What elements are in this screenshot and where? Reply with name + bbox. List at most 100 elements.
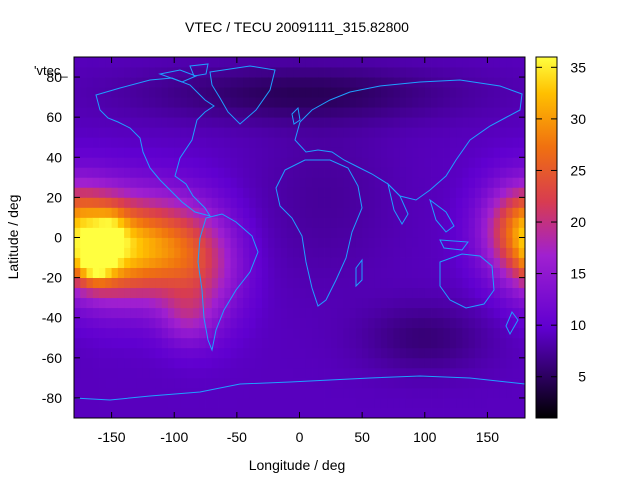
heatmap-cell [493,97,501,108]
heatmap-cell [218,377,225,389]
heatmap-cell [499,127,507,138]
heatmap-cell [280,257,288,268]
heatmap-cell [468,197,476,208]
heatmap-cell [456,287,463,299]
heatmap-cell [399,87,407,98]
heatmap-cell [499,77,507,88]
heatmap-cell [111,187,119,198]
heatmap-cell [374,97,382,108]
heatmap-cell [512,347,520,359]
heatmap-cell [499,287,507,299]
heatmap-cell [105,127,112,138]
heatmap-cell [299,287,307,299]
heatmap-cell [368,337,376,349]
heatmap-cell [449,307,457,319]
heatmap-cell [349,137,357,148]
heatmap-cell [161,397,169,409]
heatmap-cell [412,107,419,118]
heatmap-cell [124,377,131,389]
heatmap-cell [117,287,125,299]
heatmap-cell [211,257,219,268]
heatmap-cell [518,287,525,299]
heatmap-cell [456,337,463,349]
heatmap-cell [274,277,282,289]
heatmap-cell [205,387,213,399]
heatmap-cell [268,97,275,108]
heatmap-cell [380,407,388,418]
heatmap-cell [374,327,382,339]
heatmap-cell [280,187,288,198]
heatmap-cell [124,97,131,108]
heatmap-cell [211,137,219,148]
heatmap-cell [111,397,119,409]
heatmap-cell [230,377,238,389]
heatmap-cell [299,187,307,198]
heatmap-cell [443,297,451,309]
heatmap-cell [130,297,138,309]
heatmap-cell [180,247,188,258]
heatmap-cell [456,407,463,418]
heatmap-cell [343,187,351,198]
heatmap-cell [74,207,81,218]
heatmap-cell [167,357,175,369]
heatmap-cell [343,327,351,339]
heatmap-cell [243,177,250,188]
heatmap-cell [274,87,282,98]
heatmap-cell [330,147,338,158]
heatmap-cell [268,287,275,299]
heatmap-cell [318,407,325,418]
heatmap-cell [487,267,495,279]
heatmap-cell [236,387,244,399]
heatmap-cell [199,97,206,108]
heatmap-cell [193,187,200,198]
heatmap-cell [142,277,150,289]
heatmap-cell [499,327,507,339]
heatmap-cell [349,147,357,158]
heatmap-cell [224,217,231,228]
heatmap-cell [161,287,169,299]
heatmap-cell [268,177,275,188]
heatmap-cell [337,217,344,228]
heatmap-cell [236,397,244,409]
heatmap-cell [337,107,344,118]
heatmap-cell [193,147,200,158]
heatmap-cell [449,277,457,289]
y-tick-label: 0 [54,230,62,246]
heatmap-cell [193,57,200,68]
heatmap-cell [80,367,87,379]
heatmap-cell [343,177,351,188]
heatmap-cell [249,307,257,319]
heatmap-cell [474,67,482,78]
heatmap-cell [493,287,501,299]
heatmap-cell [368,217,376,228]
heatmap-cell [193,167,200,178]
heatmap-cell [387,397,394,409]
heatmap-cell [155,147,163,158]
heatmap-cell [393,257,401,268]
heatmap-cell [199,337,206,349]
heatmap-cell [286,187,294,198]
heatmap-cell [362,407,369,418]
heatmap-cell [92,377,100,389]
heatmap-cell [286,147,294,158]
heatmap-cell [499,237,507,248]
heatmap-cell [174,397,181,409]
heatmap-cell [193,267,200,279]
heatmap-cell [236,297,244,309]
heatmap-cell [374,237,382,248]
heatmap-cell [124,197,131,208]
heatmap-cell [74,227,81,238]
heatmap-cell [174,197,181,208]
heatmap-cell [449,317,457,329]
heatmap-cell [155,137,163,148]
heatmap-cell [261,327,269,339]
heatmap-cell [362,317,369,329]
heatmap-cell [387,247,394,258]
heatmap-cell [261,207,269,218]
heatmap-cell [324,177,332,188]
coastline-new-zealand [505,311,519,336]
heatmap-cell [380,207,388,218]
heatmap-cell [487,97,495,108]
heatmap-cell [268,397,275,409]
heatmap-cell [318,247,325,258]
